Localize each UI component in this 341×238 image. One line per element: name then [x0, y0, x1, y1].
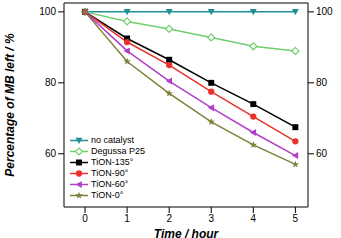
svg-text:0: 0: [82, 213, 88, 224]
svg-text:100: 100: [316, 6, 333, 17]
html-text:no catalyst: no catalyst: [91, 135, 134, 145]
svg-text:60: 60: [316, 148, 328, 159]
svg-text:Percentage of MB left / %: Percentage of MB left / %: [8, 33, 17, 177]
svg-text:80: 80: [45, 77, 57, 88]
svg-text:60: 60: [45, 148, 57, 159]
html-text:TiON-0°: TiON-0°: [91, 190, 124, 200]
svg-text:100: 100: [39, 6, 56, 17]
svg-text:4: 4: [251, 213, 257, 224]
html-text:Degussa P25: Degussa P25: [91, 146, 145, 156]
svg-text:5: 5: [293, 213, 299, 224]
svg-text:80: 80: [316, 77, 328, 88]
svg-text:2: 2: [166, 213, 172, 224]
svg-text:3: 3: [208, 213, 214, 224]
html-text:TiON-60°: TiON-60°: [91, 179, 129, 189]
html-text:TiON-135°: TiON-135°: [91, 157, 134, 167]
svg-text:1: 1: [124, 213, 130, 224]
html-text:TiON-90°: TiON-90°: [91, 168, 129, 178]
svg-text:Time / hour: Time / hour: [154, 227, 220, 238]
